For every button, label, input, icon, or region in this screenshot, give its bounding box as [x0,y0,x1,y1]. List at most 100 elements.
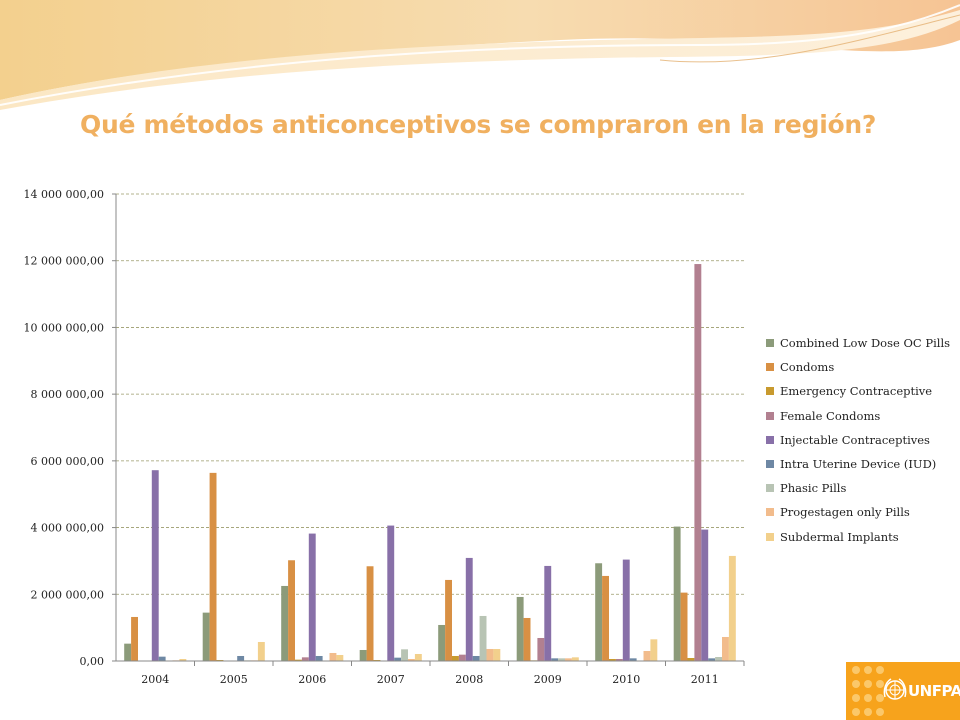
legend-swatch [766,508,774,517]
bar [452,655,459,661]
bar [551,658,559,661]
logo-dot [864,666,872,674]
legend-item: Phasic Pills [766,476,950,500]
bar [414,653,422,661]
bar [680,592,688,661]
bar [472,655,480,661]
bar [408,658,415,661]
x-tick-label: 2011 [691,673,719,686]
bar [151,470,159,661]
legend-label: Condoms [780,360,835,375]
bar [315,655,323,661]
x-axis-tick-labels: 2004 2005 2006 2007 2008 2009 2010 2011 [141,661,745,686]
bar [336,654,344,661]
bar [158,656,166,661]
bar [308,533,316,661]
bar [458,654,466,661]
bars [124,264,736,661]
y-tick-label: 14 000 000,00 [24,188,104,201]
bar [394,657,402,661]
y-tick-label: 12 000 000,00 [24,255,104,268]
legend-item: Combined Low Dose OC Pills [766,331,950,355]
x-tick-label: 2006 [298,673,326,686]
bar [124,643,132,661]
legend-item: Injectable Contraceptives [766,428,950,452]
bar [629,658,637,661]
legend-label: Female Condoms [780,408,881,423]
bar [237,655,245,661]
x-tick-label: 2009 [534,673,562,686]
bar [438,624,446,661]
bar [359,649,367,661]
logo-dot [876,708,884,716]
bar [687,657,695,661]
bar [728,555,736,661]
legend-label: Injectable Contraceptives [780,432,930,447]
y-tick-label: 0,00 [80,655,105,668]
bar [643,650,651,661]
x-tick-label: 2008 [455,673,483,686]
bar [544,565,552,661]
logo-dot [876,666,884,674]
bar [131,616,138,661]
bar [295,659,302,661]
bar [523,617,531,661]
bar [558,658,565,661]
legend-swatch [766,435,774,444]
bar [571,657,579,661]
bar [288,560,295,661]
y-tick-label: 4 000 000,00 [31,522,104,535]
legend-label: Emergency Contraceptive [780,384,933,399]
bar [516,596,524,661]
logo-dot [864,680,872,688]
x-tick-label: 2004 [141,673,169,686]
bar [281,585,289,661]
legend-swatch [766,411,774,420]
legend-item: Progestagen only Pills [766,500,950,524]
bar [401,649,408,661]
legend-label: Progestagen only Pills [780,505,910,520]
y-tick-label: 6 000 000,00 [31,455,104,468]
y-axis-tick-labels: 0,00 2 000 000,00 4 000 000,00 6 000 000,00… [24,188,116,668]
un-emblem-icon [883,678,907,700]
legend-item: Intra Uterine Device (IUD) [766,452,950,476]
y-tick-label: 2 000 000,00 [31,588,104,601]
bar [650,639,658,661]
bar [715,656,722,661]
x-tick-label: 2005 [220,673,248,686]
logo-text: UNFPA [908,682,960,700]
bar [373,659,381,661]
bar [257,641,265,661]
header-swoosh-decoration [0,0,960,110]
bar [301,657,309,661]
x-tick-label: 2007 [377,673,405,686]
legend-label: Intra Uterine Device (IUD) [780,457,937,472]
bar [565,658,572,661]
legend-swatch [766,387,774,396]
legend-label: Subdermal Implants [780,529,899,544]
bar [216,659,224,661]
bar [722,636,729,661]
bar [209,472,217,661]
logo-dot [852,694,860,702]
legend-swatch [766,532,774,541]
bar [673,526,681,661]
bar [537,637,545,661]
bar [202,612,210,661]
bar [595,563,603,661]
bar [479,615,487,661]
legend-label: Combined Low Dose OC Pills [780,336,951,351]
legend-item: Female Condoms [766,404,950,428]
bar [694,264,702,661]
legend-item: Subdermal Implants [766,525,950,549]
bar [602,575,609,661]
legend-item: Condoms [766,355,950,379]
bar [179,658,187,661]
logo-dot [864,694,872,702]
legend-swatch [766,339,774,348]
logo-dot [864,708,872,716]
bar [486,648,494,661]
logo-dot [876,694,884,702]
bar [701,529,709,661]
